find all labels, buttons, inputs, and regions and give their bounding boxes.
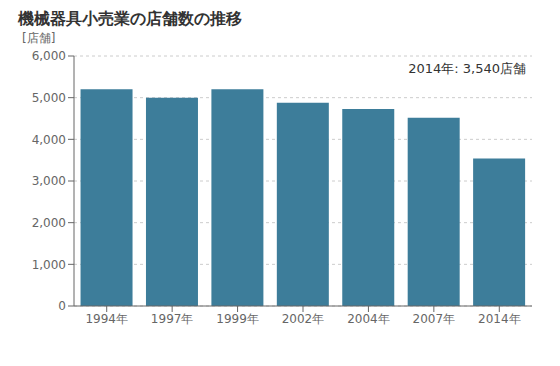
svg-text:1994年: 1994年 — [85, 312, 128, 326]
svg-text:2002年: 2002年 — [282, 312, 325, 326]
svg-text:4,000: 4,000 — [32, 133, 66, 147]
svg-text:0: 0 — [58, 299, 66, 313]
html-text:機械器具小売業の店舗数の推移: 機械器具小売業の店舗数の推移 — [18, 9, 242, 28]
svg-text:3,000: 3,000 — [32, 174, 66, 188]
svg-text:2014年: 2014年 — [478, 312, 521, 326]
svg-text:2004年: 2004年 — [347, 312, 390, 326]
html-text:2014年: 3,540店舗: 2014年: 3,540店舗 — [408, 61, 526, 76]
svg-text:1999年: 1999年 — [216, 312, 259, 326]
svg-text:6,000: 6,000 — [32, 49, 66, 63]
svg-text:1,000: 1,000 — [32, 258, 66, 272]
svg-text:2007年: 2007年 — [413, 312, 456, 326]
svg-text:2,000: 2,000 — [32, 216, 66, 230]
svg-text:1997年: 1997年 — [151, 312, 194, 326]
html-text:[店舗]: [店舗] — [22, 31, 56, 45]
svg-text:5,000: 5,000 — [32, 91, 66, 105]
